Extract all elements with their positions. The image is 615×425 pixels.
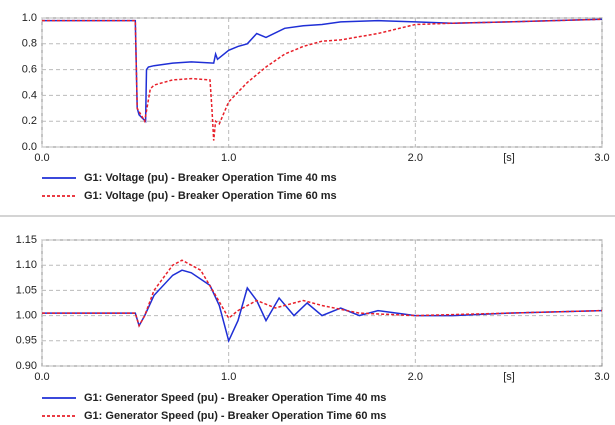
x-tick-label: 2.0	[408, 152, 423, 164]
y-tick-label: 0.6	[22, 64, 37, 76]
legend-label: G1: Generator Speed (pu) - Breaker Opera…	[84, 410, 386, 422]
legend-label: G1: Voltage (pu) - Breaker Operation Tim…	[84, 172, 337, 184]
series-line	[42, 18, 603, 141]
y-tick-label: 0.8	[22, 38, 37, 50]
legend-label: G1: Voltage (pu) - Breaker Operation Tim…	[84, 190, 337, 202]
x-tick-label: 0.0	[34, 371, 49, 383]
y-tick-label: 1.00	[16, 310, 37, 322]
plot-area	[41, 17, 603, 148]
y-tick-label: 0.90	[16, 360, 37, 372]
y-tick-label: 0.4	[22, 89, 37, 101]
x-tick-label: 3.0	[594, 371, 609, 383]
x-tick-label: 3.0	[594, 152, 609, 164]
series-line	[42, 269, 603, 344]
x-axis-label: [s]	[503, 371, 515, 383]
plot-area	[41, 239, 603, 367]
y-tick-label: 1.10	[16, 259, 37, 271]
x-tick-label: 1.0	[221, 152, 236, 164]
y-tick-label: 0.2	[22, 115, 37, 127]
legend-label: G1: Generator Speed (pu) - Breaker Opera…	[84, 392, 386, 404]
x-axis-label: [s]	[503, 152, 515, 164]
y-tick-label: 1.05	[16, 284, 37, 296]
x-tick-label: 2.0	[408, 371, 423, 383]
y-tick-label: 1.0	[22, 12, 37, 24]
y-tick-label: 1.15	[16, 234, 37, 246]
x-tick-label: 1.0	[221, 371, 236, 383]
y-tick-label: 0.0	[22, 141, 37, 153]
y-tick-label: 0.95	[16, 335, 37, 347]
x-tick-label: 0.0	[34, 152, 49, 164]
